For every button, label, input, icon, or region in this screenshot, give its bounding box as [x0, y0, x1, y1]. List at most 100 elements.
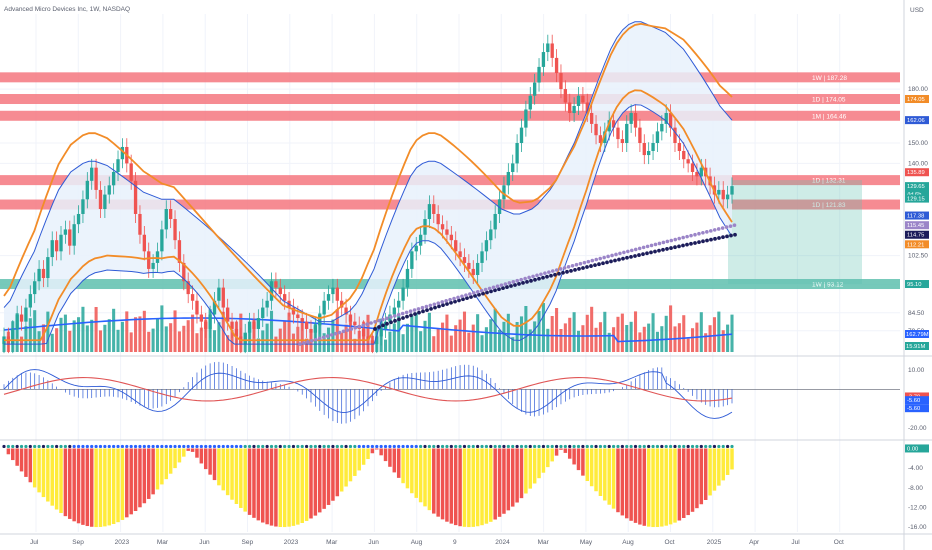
candle-body[interactable]: [274, 281, 278, 288]
candle-body[interactable]: [440, 224, 445, 230]
candle-body[interactable]: [427, 204, 432, 220]
candle-body[interactable]: [638, 127, 642, 143]
candle-body[interactable]: [46, 257, 50, 279]
candle-body[interactable]: [326, 294, 331, 301]
candle-body[interactable]: [660, 123, 664, 132]
candle-body[interactable]: [186, 281, 190, 295]
candle-body[interactable]: [247, 321, 252, 333]
candle-body[interactable]: [160, 229, 164, 252]
candle-body[interactable]: [111, 171, 116, 186]
candle-body[interactable]: [717, 189, 721, 195]
candle-body[interactable]: [11, 328, 15, 345]
candle-body[interactable]: [655, 131, 660, 143]
candle-body[interactable]: [730, 186, 734, 195]
candle-body[interactable]: [383, 321, 388, 329]
candle-body[interactable]: [24, 307, 28, 322]
price-candles[interactable]: [2, 34, 734, 354]
candle-body[interactable]: [120, 146, 125, 160]
candle-body[interactable]: [475, 262, 480, 276]
candle-body[interactable]: [147, 251, 151, 269]
candle-body[interactable]: [212, 300, 217, 315]
candle-body[interactable]: [230, 321, 234, 329]
candle-body[interactable]: [725, 194, 730, 200]
candle-body[interactable]: [668, 113, 673, 128]
candle-body[interactable]: [344, 307, 348, 315]
candle-body[interactable]: [572, 105, 576, 114]
candle-body[interactable]: [625, 123, 629, 143]
candle-body[interactable]: [445, 229, 449, 235]
candle-body[interactable]: [164, 209, 168, 230]
candle-body[interactable]: [721, 189, 725, 200]
candle-body[interactable]: [256, 318, 261, 329]
candle-body[interactable]: [532, 82, 537, 96]
candle-body[interactable]: [335, 287, 339, 301]
candle-body[interactable]: [695, 171, 699, 177]
candle-body[interactable]: [458, 251, 462, 258]
candle-body[interactable]: [322, 300, 326, 315]
candle-body[interactable]: [37, 268, 41, 282]
candle-body[interactable]: [471, 268, 475, 276]
candle-body[interactable]: [173, 219, 177, 241]
candle-body[interactable]: [331, 287, 335, 295]
candle-body[interactable]: [414, 245, 418, 252]
candle-body[interactable]: [204, 321, 208, 329]
candle-body[interactable]: [563, 89, 568, 103]
candle-body[interactable]: [309, 328, 313, 333]
candle-body[interactable]: [208, 314, 212, 329]
candle-body[interactable]: [392, 307, 396, 315]
candle-body[interactable]: [94, 167, 98, 190]
candle-body[interactable]: [484, 240, 489, 252]
candle-body[interactable]: [28, 294, 32, 308]
candle-body[interactable]: [699, 167, 703, 177]
candle-body[interactable]: [418, 234, 423, 246]
squeeze-panel[interactable]: 0.00 -4.00 -8.00 -12.00 -16.00: [2, 444, 929, 531]
candle-body[interactable]: [603, 131, 607, 143]
candle-body[interactable]: [283, 294, 287, 301]
candle-body[interactable]: [107, 185, 111, 195]
candle-body[interactable]: [142, 234, 147, 252]
candle-body[interactable]: [397, 300, 401, 308]
candle-body[interactable]: [269, 281, 274, 301]
candle-body[interactable]: [607, 120, 611, 132]
candle-body[interactable]: [511, 163, 515, 172]
candle-body[interactable]: [436, 213, 440, 225]
candle-body[interactable]: [348, 314, 353, 322]
candle-body[interactable]: [462, 257, 467, 263]
candle-body[interactable]: [199, 314, 204, 322]
candle-body[interactable]: [405, 268, 410, 288]
candle-body[interactable]: [291, 307, 296, 315]
candle-body[interactable]: [19, 314, 24, 322]
candle-body[interactable]: [304, 321, 309, 329]
candle-body[interactable]: [375, 336, 379, 345]
candle-body[interactable]: [480, 251, 484, 263]
candle-body[interactable]: [340, 300, 344, 308]
candle-body[interactable]: [90, 167, 94, 181]
candle-body[interactable]: [616, 127, 620, 140]
candle-body[interactable]: [129, 163, 133, 181]
candle-body[interactable]: [15, 314, 19, 329]
candle-body[interactable]: [550, 43, 554, 58]
candle-body[interactable]: [85, 180, 89, 200]
candle-body[interactable]: [554, 57, 559, 74]
candle-body[interactable]: [620, 139, 625, 143]
candle-body[interactable]: [155, 251, 160, 263]
candle-body[interactable]: [524, 109, 528, 128]
candle-body[interactable]: [594, 123, 598, 136]
candle-body[interactable]: [493, 213, 497, 230]
candle-body[interactable]: [81, 199, 85, 214]
candle-body[interactable]: [664, 113, 668, 124]
candle-body[interactable]: [353, 321, 357, 326]
candle-body[interactable]: [190, 294, 195, 301]
candle-body[interactable]: [116, 159, 120, 172]
candle-body[interactable]: [489, 229, 493, 241]
candle-body[interactable]: [541, 52, 546, 67]
candle-body[interactable]: [598, 135, 603, 143]
candle-body[interactable]: [225, 307, 230, 322]
candle-body[interactable]: [151, 262, 155, 269]
candle-body[interactable]: [177, 240, 182, 263]
candle-body[interactable]: [576, 95, 581, 106]
candle-body[interactable]: [300, 318, 304, 322]
candle-body[interactable]: [361, 328, 366, 337]
candle-body[interactable]: [138, 213, 142, 235]
